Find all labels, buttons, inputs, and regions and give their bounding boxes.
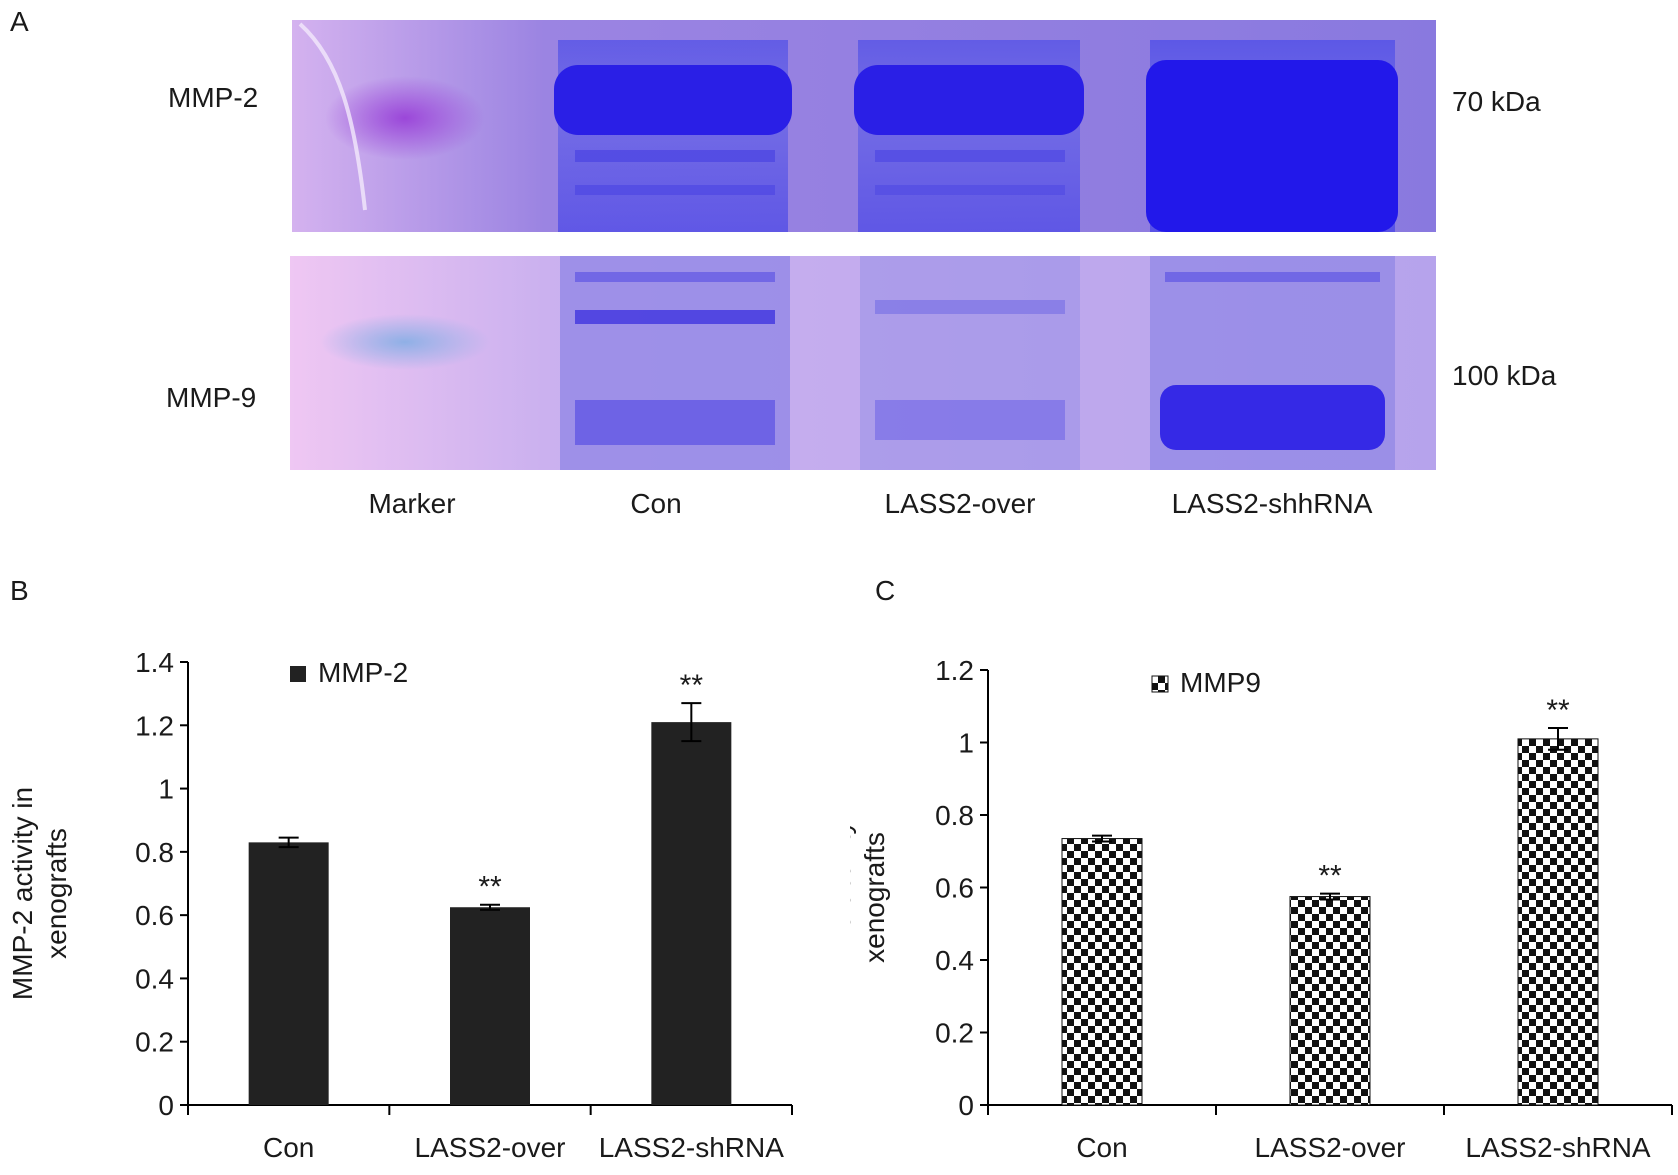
x-tick-label: LASS2-shRNA — [1465, 1132, 1651, 1163]
y-tick-label: 0.2 — [935, 1018, 974, 1049]
x-tick-label: Con — [1076, 1132, 1127, 1163]
significance-marker: ** — [478, 871, 502, 904]
y-axis-label-line2: xenografts — [41, 828, 72, 959]
y-axis-label-line2: xenografts — [859, 832, 890, 963]
panel-letter-b: B — [10, 575, 29, 606]
gel-band-mmp9-over — [875, 300, 1065, 314]
gel-band-mmp2-shrna — [1146, 60, 1398, 232]
gel-size-label-100kda: 100 kDa — [1452, 360, 1557, 391]
gel-lane-label-lass2-over: LASS2-over — [884, 488, 1036, 519]
chart-c-mmp9: 0 0.2 0.4 0.6 0.8 1 1.2 MMP-9 activity inxenogr… — [850, 655, 1673, 1163]
gel-row-label-mmp9: MMP-9 — [166, 382, 257, 413]
bar-lass2-shrna — [651, 722, 732, 1105]
significance-marker: ** — [680, 669, 704, 702]
gel-row-label-mmp2: MMP-2 — [168, 82, 259, 113]
gel-image — [290, 20, 1436, 470]
y-tick-label: 0.8 — [135, 837, 174, 868]
y-tick-label: 1.4 — [135, 647, 174, 678]
y-tick-label: 0.4 — [935, 945, 974, 976]
y-tick-label: 0.4 — [135, 963, 174, 994]
gel-band-mmp9-shrna — [1160, 385, 1385, 450]
y-tick-label: 1 — [958, 728, 974, 759]
significance-marker: ** — [1318, 860, 1342, 893]
y-axis-label-line1: MMP-9 activity in — [850, 791, 856, 1004]
y-tick-label: 1.2 — [135, 710, 174, 741]
x-tick-label: LASS2-over — [1255, 1132, 1406, 1163]
y-tick-label: 1 — [158, 774, 174, 805]
bar-lass2-shrna — [1517, 738, 1599, 1106]
gel-lane-label-con: Con — [630, 488, 682, 519]
x-tick-label: Con — [263, 1132, 314, 1163]
gel-lane-label-marker: Marker — [368, 488, 456, 519]
x-tick-label: LASS2-shRNA — [599, 1132, 785, 1163]
bar-lass2-over — [450, 907, 530, 1105]
gel-band-mmp2-over — [854, 65, 1084, 135]
chart-b-mmp2: 0 0.2 0.4 0.6 0.8 1 1.2 1.4 MMP-2 activity in xen… — [7, 647, 793, 1163]
bar-con — [1061, 838, 1143, 1106]
bar-con — [248, 842, 329, 1105]
gel-band-mmp9-con — [575, 310, 775, 324]
gel-bottom-mmp9 — [290, 256, 1436, 470]
gel-size-label-70kda: 70 kDa — [1452, 86, 1541, 117]
significance-marker: ** — [1546, 694, 1570, 727]
legend-swatch — [290, 666, 306, 682]
gel-band-mmp2-con — [554, 65, 792, 135]
y-axis-label-line1: MMP-2 activity in — [7, 787, 38, 1000]
y-tick-label: 0 — [158, 1090, 174, 1121]
gel-top-mmp2 — [292, 20, 1436, 232]
panel-letter-a: A — [10, 6, 29, 37]
gel-lane-label-lass2-shrna: LASS2-shhRNA — [1171, 488, 1373, 519]
y-tick-label: 0.6 — [135, 900, 174, 931]
bar-lass2-over — [1289, 896, 1371, 1106]
y-tick-label: 0.6 — [935, 873, 974, 904]
y-tick-label: 1.2 — [935, 655, 974, 686]
legend-label: MMP9 — [1180, 667, 1261, 698]
y-tick-label: 0.8 — [935, 800, 974, 831]
panel-letter-c: C — [875, 575, 896, 606]
legend-swatch — [1151, 675, 1169, 693]
y-tick-label: 0 — [958, 1090, 974, 1121]
y-tick-label: 0.2 — [135, 1027, 174, 1058]
x-tick-label: LASS2-over — [415, 1132, 566, 1163]
legend-label: MMP-2 — [318, 657, 408, 688]
